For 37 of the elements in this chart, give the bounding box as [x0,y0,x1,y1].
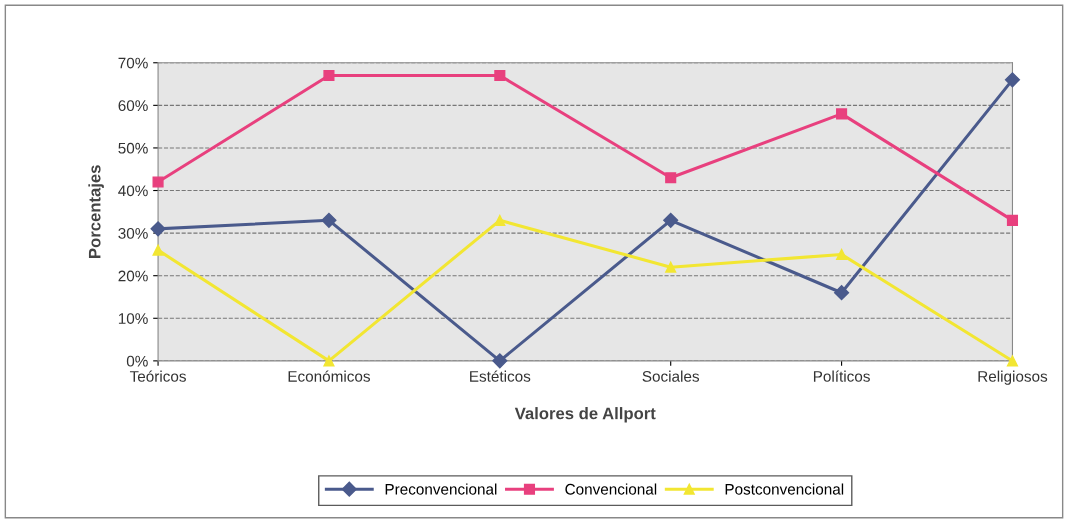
x-axis-title: Valores de Allport [514,407,656,423]
x-tick-label: Religiosos [978,370,1048,385]
x-tick-label: Económicos [288,370,370,382]
y-tick-label: 20% [118,270,148,282]
point [150,221,166,237]
y-tick-label: 60% [118,100,148,112]
y-tick-label: 30% [118,227,148,239]
y-tick-label: 70% [118,57,148,69]
point [494,69,506,82]
point [323,355,335,367]
point [494,214,506,226]
legend-label: Convencional [565,483,657,495]
point [321,212,337,228]
point [1006,355,1019,367]
point [323,69,335,82]
point [152,176,164,188]
point [665,261,677,273]
y-tick-label: 40% [118,185,148,197]
point [1004,72,1021,88]
x-tick-label: Estéticos [470,370,531,382]
x-tick-label: Teóricos [129,370,186,382]
point [492,353,508,369]
point [836,108,848,120]
legend-label: Postconvencional [725,483,844,495]
y-tick-label: 10% [118,313,148,324]
y-axis-title: Porcentajes [88,165,104,258]
point [152,244,164,256]
legend-label: Preconvencional [385,483,497,495]
point [665,172,677,184]
point [834,285,850,301]
point [1006,214,1019,226]
point [663,212,679,228]
point [836,248,848,260]
y-tick-label: 50% [118,142,148,154]
x-tick-label: Sociales [642,370,700,382]
x-tick-label: Políticos [813,370,870,382]
y-tick-label: 0% [126,355,148,367]
